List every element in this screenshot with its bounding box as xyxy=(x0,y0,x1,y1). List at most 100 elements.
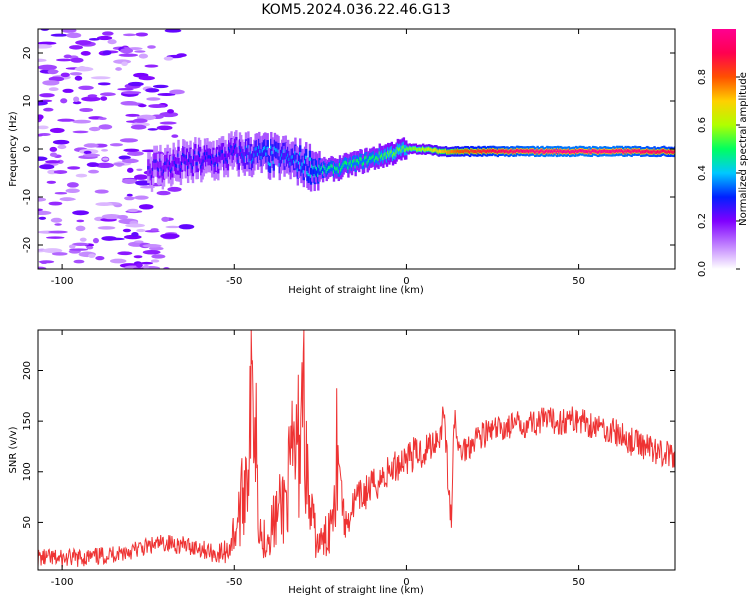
heatmap-cell xyxy=(442,149,445,154)
heatmap-cell xyxy=(349,160,353,164)
heatmap-cell xyxy=(177,153,180,157)
heatmap-cell xyxy=(364,156,367,160)
heatmap-cell xyxy=(415,148,419,152)
heatmap-cell xyxy=(408,146,412,150)
heatmap-x-ticks: -100 -50 0 50 xyxy=(51,29,585,287)
heatmap-cell xyxy=(625,150,629,154)
heatmap-cell xyxy=(309,174,313,178)
heatmap-cell xyxy=(303,160,307,164)
heatmap-cell xyxy=(370,156,373,160)
heatmap-cell xyxy=(629,149,632,154)
heatmap-cell xyxy=(118,53,139,57)
heatmap-cell xyxy=(308,157,312,161)
heatmap-cell xyxy=(348,162,351,166)
heatmap-cell xyxy=(487,149,490,153)
colorbar-ticks: 0.0 0.2 0.4 0.6 0.8 xyxy=(697,69,740,277)
heatmap-cell xyxy=(414,146,418,150)
heatmap-cell xyxy=(352,159,355,164)
x-tick-label: 0 xyxy=(403,577,409,588)
heatmap-cell xyxy=(214,161,218,166)
heatmap-cell xyxy=(79,107,94,112)
heatmap-cell xyxy=(50,217,63,223)
heatmap-cell xyxy=(484,149,488,154)
heatmap-cell xyxy=(312,165,315,170)
heatmap-y-axis-label: Frequency (Hz) xyxy=(8,111,19,187)
heatmap-cell xyxy=(661,149,665,153)
heatmap-cell xyxy=(120,48,134,54)
heatmap-cell xyxy=(83,143,99,148)
heatmap-cell xyxy=(144,64,159,68)
heatmap-cell xyxy=(464,149,467,153)
heatmap-cell xyxy=(223,160,226,164)
heatmap-cell xyxy=(213,163,216,167)
heatmap-cell xyxy=(654,150,657,154)
snr-x-ticks: -100 -50 0 50 xyxy=(51,330,585,588)
heatmap-cell xyxy=(631,149,635,153)
heatmap-cell xyxy=(672,150,675,155)
heatmap-cell xyxy=(115,67,122,71)
x-tick-label: -50 xyxy=(226,577,242,588)
heatmap-cell xyxy=(130,124,147,130)
heatmap-cell xyxy=(283,159,286,164)
heatmap-cell xyxy=(211,160,214,164)
heatmap-cell xyxy=(134,50,146,53)
colorbar: 0.0 0.2 0.4 0.6 0.8 Normalized spectral ampl… xyxy=(697,29,749,277)
heatmap-cell xyxy=(371,155,374,160)
heatmap-cell xyxy=(565,150,568,154)
heatmap-cell xyxy=(603,149,607,153)
heatmap-cell xyxy=(605,149,608,154)
heatmap-cell xyxy=(502,149,506,153)
heatmap-cell xyxy=(197,151,201,155)
heatmap-cell xyxy=(340,168,343,172)
heatmap-cell xyxy=(88,253,96,259)
heatmap-cell xyxy=(209,155,213,159)
heatmap-cell xyxy=(125,223,145,228)
colorbar-tick-label: 0.6 xyxy=(697,117,708,133)
heatmap-cell xyxy=(123,33,136,37)
heatmap-cell xyxy=(441,149,444,154)
heatmap-cell xyxy=(624,148,627,153)
heatmap-cell xyxy=(38,64,58,71)
heatmap-cell xyxy=(424,148,427,152)
heatmap-cell xyxy=(150,174,154,179)
heatmap-cell xyxy=(218,151,221,156)
heatmap-cell xyxy=(76,219,85,223)
heatmap-cell xyxy=(447,150,450,154)
heatmap-cell xyxy=(459,150,462,154)
heatmap-cell xyxy=(608,150,612,154)
heatmap-cell xyxy=(506,149,509,153)
heatmap-cell xyxy=(138,204,154,210)
heatmap-cell xyxy=(149,170,152,174)
heatmap-cell xyxy=(453,150,456,154)
heatmap-cell xyxy=(529,149,532,153)
heatmap-cell xyxy=(72,130,89,134)
heatmap-cell xyxy=(176,164,179,168)
heatmap-cell xyxy=(124,196,135,201)
heatmap-cell xyxy=(655,150,659,155)
heatmap-cell xyxy=(297,161,301,165)
heatmap-cell xyxy=(432,148,436,152)
heatmap-cell xyxy=(549,150,553,154)
heatmap-cell xyxy=(100,92,116,97)
heatmap-cell xyxy=(607,150,610,154)
heatmap-cell xyxy=(271,150,274,155)
heatmap-cell xyxy=(666,150,669,154)
heatmap-cell xyxy=(578,148,582,153)
heatmap-cell xyxy=(178,224,195,230)
x-tick-label: 50 xyxy=(572,276,585,287)
heatmap-cell xyxy=(532,149,536,153)
heatmap-cell xyxy=(482,149,485,153)
heatmap-cell xyxy=(380,153,384,158)
heatmap-cell xyxy=(80,51,91,56)
heatmap-cell xyxy=(406,146,409,151)
heatmap-cell xyxy=(260,156,263,160)
heatmap-cell xyxy=(133,255,143,259)
heatmap-cell xyxy=(483,148,486,153)
heatmap-cell xyxy=(173,161,177,165)
heatmap-cell xyxy=(566,149,569,154)
heatmap-cell xyxy=(290,155,293,159)
heatmap-cell xyxy=(571,149,574,154)
heatmap-cell xyxy=(205,156,208,160)
heatmap-cell xyxy=(53,170,68,174)
heatmap-cell xyxy=(117,251,133,256)
